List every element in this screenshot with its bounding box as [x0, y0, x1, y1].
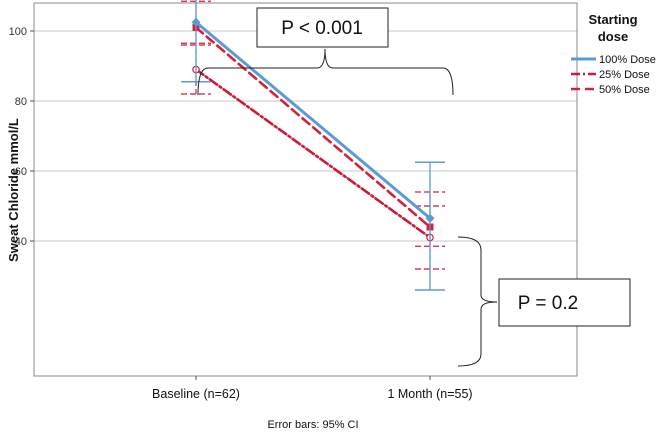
- data-point: [425, 213, 435, 223]
- legend-label: 25% Dose: [599, 69, 650, 81]
- legend: 100% Dose 25% Dose 50% Dose: [571, 54, 656, 96]
- p-value-label-1: P < 0.001: [281, 18, 363, 39]
- series-100-dose: [181, 0, 445, 291]
- p-value-box-1: [256, 7, 389, 48]
- series-line: [194, 20, 432, 220]
- y-axis-ticks: 406080100120: [9, 26, 34, 248]
- y-tick-label: 100: [9, 26, 27, 38]
- x-category-label: Baseline (n=62): [152, 387, 240, 401]
- legend-label: 100% Dose: [599, 54, 656, 66]
- legend-title-line-1: Starting: [588, 12, 637, 27]
- legend-title-line-2: dose: [598, 29, 628, 44]
- p-value-label-2: P = 0.2: [518, 293, 578, 314]
- legend-label: 50% Dose: [599, 84, 650, 96]
- footer-note: Error bars: 95% CI: [267, 419, 358, 431]
- series-line: [194, 26, 432, 229]
- p-value-box-2: [498, 278, 631, 327]
- right-brace: [457, 236, 498, 367]
- data-point: [191, 17, 201, 27]
- y-tick-label: 80: [15, 96, 27, 108]
- series-layer: [181, 0, 445, 291]
- y-tick-label: 40: [15, 236, 27, 248]
- x-axis-categories: Baseline (n=62) 1 Month (n=55): [152, 376, 473, 401]
- series-line: [194, 68, 432, 239]
- y-tick-label: 60: [15, 166, 27, 178]
- series-25-dose: [181, 44, 445, 270]
- x-category-label: 1 Month (n=55): [387, 387, 472, 401]
- top-brace: [197, 48, 454, 96]
- y-axis-title: Sweat Chloride mmol/L: [6, 118, 21, 262]
- plot-frame: [33, 2, 578, 377]
